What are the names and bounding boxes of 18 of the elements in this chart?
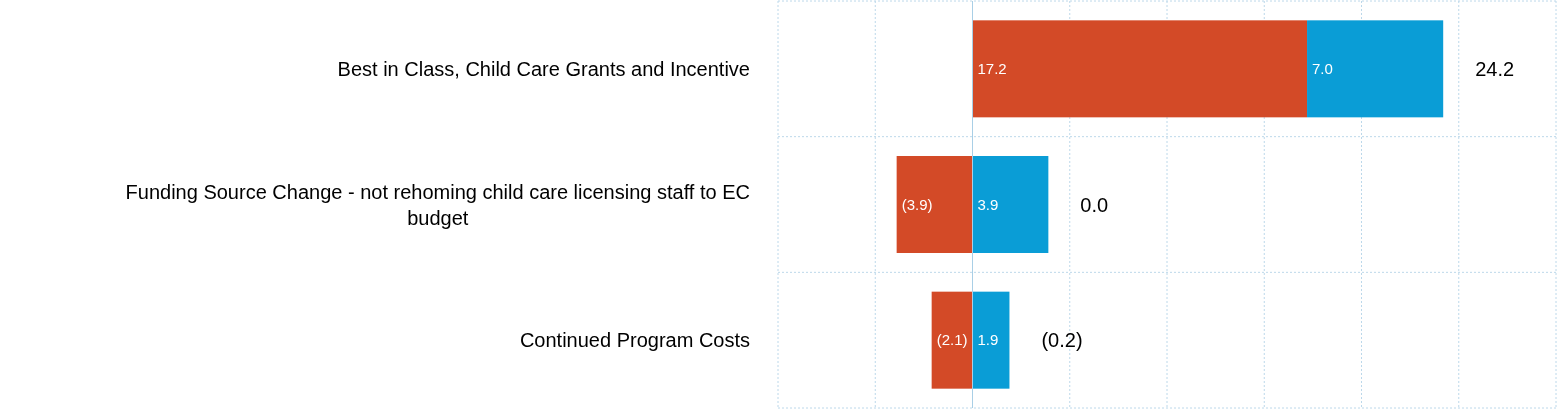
bar — [972, 156, 1049, 253]
data-label: (3.9) — [901, 195, 933, 213]
y-tick-label: Best in Class, Child Care Grants and Incentive — [337, 57, 750, 80]
y-tick-label: Continued Program Costs — [519, 329, 750, 352]
bar — [972, 20, 1308, 118]
data-label: (2.1) — [936, 331, 968, 349]
bar — [931, 291, 973, 389]
data-label: 3.9 — [977, 195, 999, 213]
bar — [896, 156, 973, 253]
data-label: 17.2 — [977, 60, 1007, 78]
total-label: 0.0 — [1080, 193, 1109, 216]
total-label: (0.2) — [1041, 329, 1083, 352]
bar — [1307, 20, 1444, 118]
bar — [972, 291, 1010, 389]
total-label: 24.2 — [1475, 57, 1515, 80]
data-label: 1.9 — [977, 331, 999, 349]
data-label: 7.0 — [1312, 60, 1333, 78]
y-tick-label: Funding Source Change - not rehoming child care licensing staff to EC budget — [125, 180, 751, 229]
